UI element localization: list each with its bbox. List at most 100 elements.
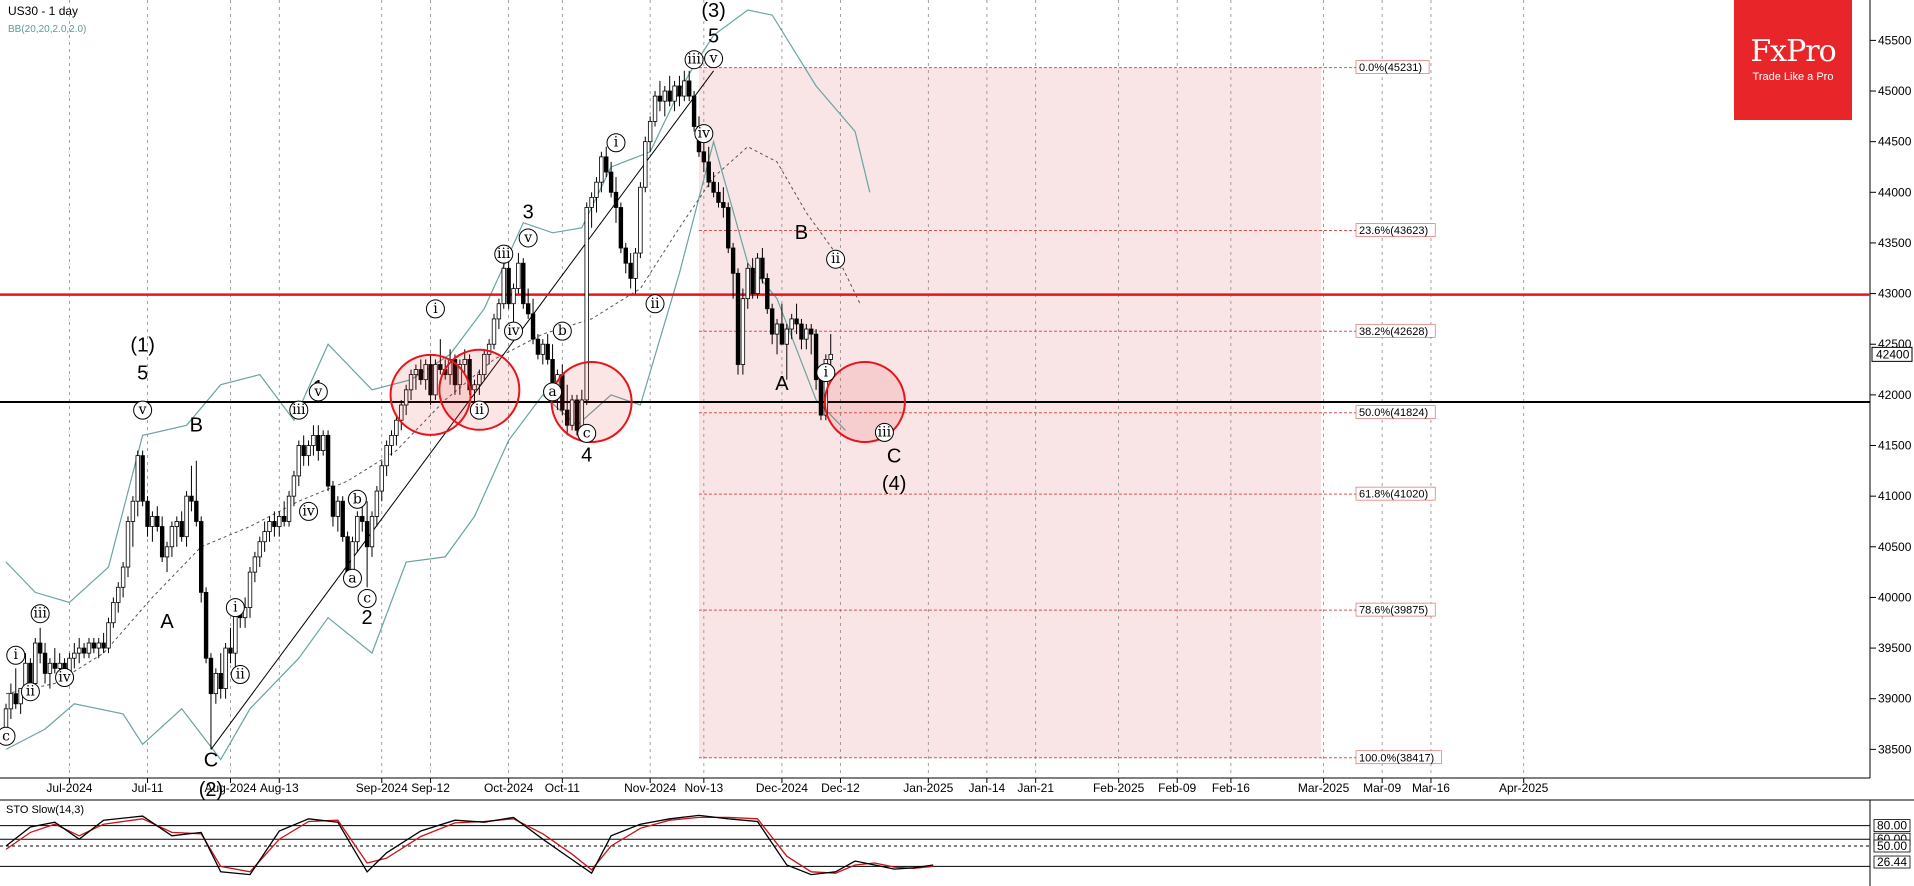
candle-body [794, 318, 799, 325]
candle-body [706, 161, 711, 183]
wave-roman-label: ii [236, 666, 245, 682]
candle-body [330, 485, 336, 517]
candle-body [394, 419, 399, 436]
wave-roman-label: b [558, 323, 567, 339]
x-tick-label: Aug-2024 [204, 781, 256, 795]
wave-label: 3 [523, 202, 534, 224]
candle-body [647, 121, 653, 143]
wave-label: 4 [581, 445, 592, 467]
candle-body [364, 521, 370, 548]
candle-body [189, 495, 194, 502]
candle-body [169, 526, 175, 548]
candle-body [311, 434, 316, 446]
wave-label: (1) [130, 334, 154, 356]
candle-body [155, 516, 160, 527]
stoch-k-line [5, 814, 934, 876]
candle-body [125, 521, 131, 568]
candle-body [52, 662, 57, 669]
candle-body [540, 343, 545, 355]
y-axis: 38500 39000 39500 40000 40500 41000 41500 42000… [1870, 33, 1913, 756]
indicator-label: BB(20,20,2.0,2.0) [8, 24, 86, 35]
wave-roman-circle [425, 299, 445, 319]
candle-body [726, 207, 731, 249]
wave-roman-label: ii [475, 402, 484, 418]
candle-body [804, 328, 809, 340]
candle-body [423, 364, 428, 381]
x-tick-label: Dec-12 [821, 781, 860, 795]
candle-body [379, 465, 384, 492]
candle-body [369, 516, 375, 548]
candle-body [516, 262, 521, 289]
candle-body [150, 516, 155, 527]
wave-roman-circle [357, 589, 377, 609]
candle-body [623, 247, 628, 264]
wave-label: B [795, 222, 808, 244]
y-tick-label: 40500 [1878, 540, 1912, 554]
candle-body [3, 708, 9, 730]
candle-body [594, 181, 599, 198]
candle-body [228, 647, 233, 654]
wave-label: 5 [708, 25, 719, 47]
x-tick-label: Feb-16 [1212, 781, 1250, 795]
candle-body [86, 642, 92, 654]
candle-body [599, 156, 604, 183]
wave-roman-circle [308, 382, 328, 402]
candle-body [389, 434, 394, 446]
candle-body [296, 445, 301, 477]
candle-body [477, 374, 482, 386]
candle-body [657, 95, 663, 102]
candle-body [218, 672, 223, 689]
candle-body [760, 257, 765, 279]
fib-label: 100.0%(38417) [1359, 752, 1434, 764]
candle-body [267, 521, 272, 533]
candle-body [340, 500, 345, 538]
candle-body [320, 434, 326, 451]
trendline [210, 70, 715, 750]
wave-roman-circle [645, 294, 665, 314]
x-tick-label: Jul-2024 [46, 781, 92, 795]
candle-body [452, 359, 458, 386]
candle-body [569, 399, 575, 426]
candle-body [418, 369, 423, 381]
wave-roman-circle [543, 382, 563, 402]
candle-body [799, 323, 804, 340]
levels [0, 293, 1870, 403]
x-tick-label: Sep-12 [411, 781, 450, 795]
wave-roman-label: c [2, 728, 10, 744]
candle-body [184, 495, 189, 538]
highlight-circle [389, 353, 472, 436]
candle-body [784, 328, 789, 345]
wave-roman-circle [504, 321, 524, 341]
x-tick-label: Jan-14 [969, 781, 1006, 795]
candle-body [47, 662, 53, 674]
fib-label-box [1355, 602, 1436, 617]
last-price-box [1871, 346, 1913, 362]
wave-roman-label: iv [58, 670, 70, 686]
x-tick-label: Feb-2025 [1093, 781, 1145, 795]
wave-roman-label: ii [831, 251, 840, 267]
candle-body [174, 521, 179, 527]
x-tick-label: Apr-2025 [1499, 781, 1549, 795]
candle-body [677, 85, 682, 97]
candle-body [438, 364, 443, 370]
candle-body [813, 333, 819, 381]
highlight-circles [389, 348, 906, 443]
wave-roman-label: i [824, 365, 829, 381]
candle-body [72, 652, 77, 659]
fib-label-box [1355, 60, 1430, 74]
candle-body [413, 369, 419, 376]
bb-lower [5, 139, 846, 761]
wave-label: B [190, 414, 203, 436]
candle-body [281, 516, 287, 522]
candle-body [535, 338, 541, 355]
wave-roman-circle [494, 244, 514, 264]
candle-body [208, 657, 214, 695]
wave-roman-circle [704, 49, 724, 69]
candle-body [545, 343, 550, 360]
candle-body [672, 85, 677, 102]
candle-body [765, 277, 770, 310]
wave-roman-label: iii [687, 52, 701, 68]
wave-roman-label: a [548, 384, 556, 400]
candle-body [501, 267, 506, 305]
candle-body [194, 500, 199, 522]
